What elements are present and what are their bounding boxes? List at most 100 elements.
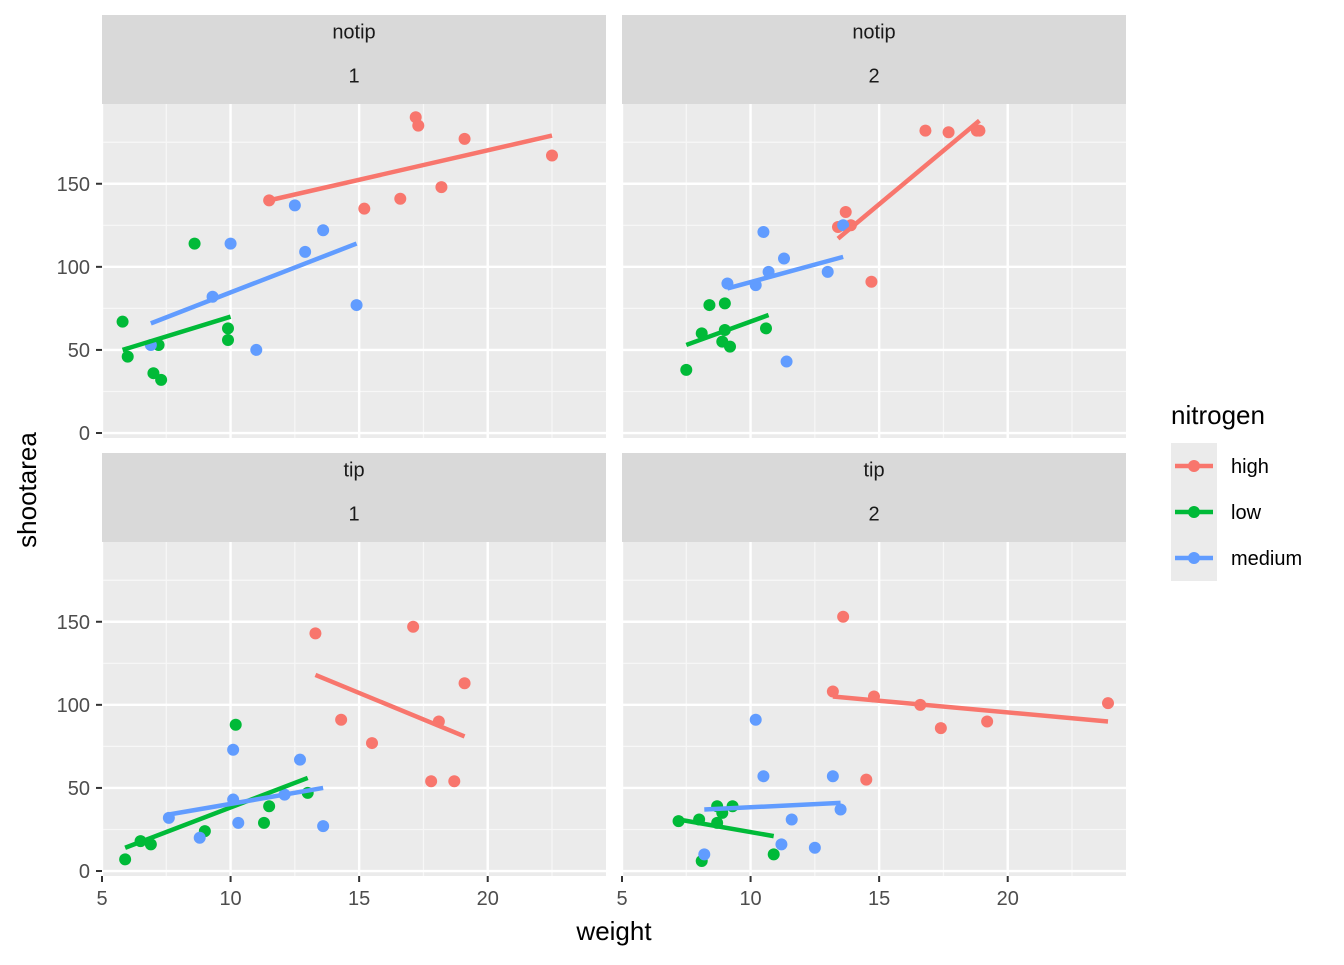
data-point-high	[394, 192, 407, 205]
data-point-medium	[757, 225, 770, 238]
data-point-high	[358, 202, 371, 215]
data-point-medium	[749, 713, 762, 726]
x-tick-label: 5	[616, 888, 627, 910]
facet-strip-label: notip	[852, 22, 895, 44]
data-point-high	[425, 775, 438, 788]
data-point-high	[366, 737, 378, 750]
data-point-low	[767, 848, 780, 861]
data-point-medium	[837, 219, 850, 232]
facet-strip-label: tip	[863, 460, 884, 482]
data-point-medium	[350, 299, 363, 312]
y-tick-label: 150	[57, 174, 90, 196]
facet-panel: notip 1	[100, 15, 606, 438]
data-point-medium	[808, 841, 821, 854]
data-point-low	[760, 322, 772, 335]
data-point-low	[229, 718, 242, 731]
data-point-medium	[785, 813, 798, 826]
data-point-high	[458, 132, 471, 145]
y-tick-label: 0	[79, 423, 90, 445]
fit-line-medium	[150, 241, 358, 326]
x-tick-label: 15	[868, 888, 890, 910]
data-point-high	[546, 149, 558, 162]
y-tick-label: 50	[68, 340, 90, 362]
data-point-high	[309, 627, 322, 640]
x-tick-label: 20	[997, 888, 1019, 910]
legend-label: high	[1231, 456, 1269, 478]
facet-strip	[102, 453, 606, 542]
data-point-high	[981, 715, 994, 728]
panel-background	[102, 104, 606, 438]
data-point-medium	[232, 816, 245, 829]
legend-key-point	[1188, 552, 1200, 564]
fit-line-low	[124, 775, 309, 850]
fit-line-high	[836, 118, 981, 241]
facet-strip	[622, 15, 1126, 104]
data-point-medium	[288, 199, 301, 212]
x-tick-label: 10	[219, 888, 241, 910]
panel-background	[102, 542, 606, 876]
data-point-low	[119, 853, 132, 866]
facet-strip-label: 2	[868, 66, 879, 88]
x-tick-label: 15	[348, 888, 370, 910]
facet-strip-label: tip	[343, 460, 364, 482]
data-point-low	[680, 363, 693, 376]
data-point-high	[1102, 697, 1114, 710]
legend-title: nitrogen	[1171, 400, 1265, 430]
data-point-high	[435, 181, 448, 194]
facet-panel: tip 1	[100, 453, 606, 876]
data-point-medium	[317, 820, 330, 833]
axes: 0 50 100 150 0 50 100 150 5 10 15 20 5 10 15 20	[57, 174, 1019, 910]
data-point-high	[407, 620, 420, 633]
data-point-medium	[821, 265, 834, 278]
fit-line-low	[685, 312, 770, 348]
data-point-medium	[317, 224, 330, 237]
panel-background	[622, 104, 1126, 438]
data-point-high	[865, 275, 878, 288]
data-point-high	[837, 610, 850, 623]
data-point-high	[860, 773, 873, 786]
data-point-high	[919, 124, 932, 137]
data-point-medium	[757, 770, 770, 783]
facet-panels: notip 1 notip 2 tip 1 tip 2	[100, 15, 1126, 876]
data-point-high	[448, 775, 461, 788]
panel-background	[622, 542, 1126, 876]
facet-panel: tip 2	[620, 453, 1126, 876]
data-point-medium	[834, 803, 847, 816]
fit-line-medium	[726, 254, 844, 291]
data-point-medium	[299, 245, 312, 258]
data-point-low	[155, 373, 168, 386]
data-point-low	[703, 299, 716, 312]
x-tick-label: 5	[96, 888, 107, 910]
fit-line-low	[121, 314, 232, 353]
data-point-medium	[193, 831, 206, 844]
fit-line-low	[678, 817, 775, 839]
facet-panel: notip 2	[620, 15, 1126, 438]
data-point-high	[412, 119, 425, 132]
facet-strip-label: 1	[348, 504, 359, 526]
x-tick-label: 10	[739, 888, 761, 910]
data-point-high	[839, 206, 852, 219]
fit-line-medium	[168, 785, 324, 817]
facet-strip-label: 2	[868, 504, 879, 526]
x-tick-label: 20	[477, 888, 499, 910]
data-point-low	[121, 350, 134, 363]
y-tick-label: 100	[57, 257, 90, 279]
legend-key-point	[1188, 506, 1200, 518]
y-tick-label: 100	[57, 695, 90, 717]
data-point-high	[458, 677, 471, 690]
data-point-medium	[698, 848, 711, 861]
data-point-high	[973, 124, 986, 137]
data-point-medium	[778, 252, 790, 265]
data-point-low	[116, 315, 129, 328]
data-point-medium	[775, 838, 788, 851]
fit-line-high	[268, 133, 553, 203]
x-axis-title: weight	[575, 916, 652, 946]
legend-label: low	[1231, 502, 1262, 524]
data-point-low	[222, 333, 234, 346]
data-point-medium	[780, 355, 793, 368]
data-point-high	[335, 713, 348, 726]
facet-strip	[102, 15, 606, 104]
facet-strip-label: 1	[348, 66, 359, 88]
data-point-low	[188, 237, 201, 250]
